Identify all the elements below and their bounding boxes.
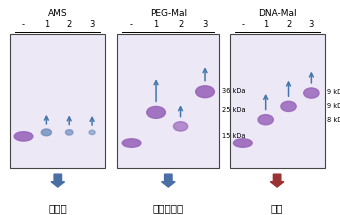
Text: 3: 3: [89, 20, 95, 29]
Ellipse shape: [41, 129, 51, 136]
Text: 1: 1: [44, 20, 49, 29]
Text: 36 kDa: 36 kDa: [222, 88, 245, 94]
Text: 25 kDa: 25 kDa: [222, 107, 245, 113]
FancyArrow shape: [51, 174, 65, 187]
Text: DNA-Mal: DNA-Mal: [258, 9, 296, 18]
Ellipse shape: [234, 139, 252, 147]
Ellipse shape: [304, 88, 319, 98]
FancyArrow shape: [162, 174, 175, 187]
Ellipse shape: [122, 139, 141, 147]
Ellipse shape: [14, 132, 33, 141]
Text: 1: 1: [263, 20, 268, 29]
Text: 2: 2: [178, 20, 183, 29]
Text: PEG-Mal: PEG-Mal: [150, 9, 187, 18]
Text: AMS: AMS: [48, 9, 68, 18]
Ellipse shape: [147, 106, 165, 118]
Ellipse shape: [89, 130, 95, 135]
Text: 9 kDa: 9 kDa: [327, 103, 340, 109]
Text: 小さい: 小さい: [48, 203, 67, 213]
Text: 15 kDa: 15 kDa: [222, 133, 245, 139]
Text: 2: 2: [286, 20, 291, 29]
FancyArrow shape: [270, 174, 284, 187]
Text: -: -: [130, 20, 133, 29]
Text: 一定: 一定: [271, 203, 283, 213]
Ellipse shape: [258, 115, 273, 125]
Text: 8 kDa: 8 kDa: [327, 117, 340, 123]
Ellipse shape: [281, 101, 296, 112]
Ellipse shape: [66, 130, 73, 135]
Ellipse shape: [195, 86, 214, 98]
Text: 1: 1: [153, 20, 159, 29]
Text: -: -: [22, 20, 25, 29]
Ellipse shape: [173, 122, 188, 131]
Text: 一定でない: 一定でない: [153, 203, 184, 213]
Text: -: -: [241, 20, 244, 29]
Bar: [230, 34, 325, 168]
Text: 3: 3: [202, 20, 208, 29]
Text: 3: 3: [309, 20, 314, 29]
Text: 9 kDa: 9 kDa: [327, 89, 340, 95]
Bar: [10, 34, 105, 168]
Text: 2: 2: [67, 20, 72, 29]
Bar: [117, 34, 219, 168]
